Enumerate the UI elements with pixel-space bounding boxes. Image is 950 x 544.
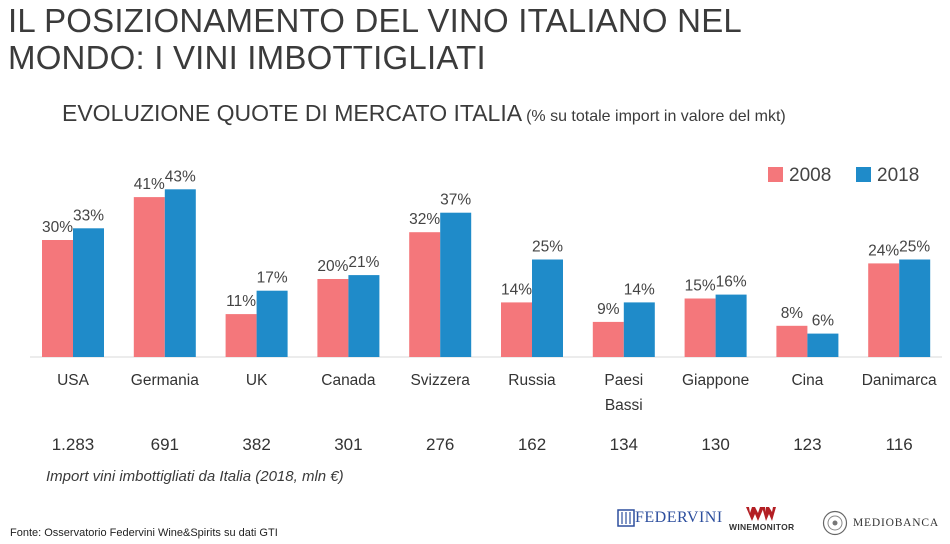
bar-label-Paesi Bassi-2008: 9%	[597, 301, 620, 318]
main-title: IL POSIZIONAMENTO DEL VINO ITALIANO NEL …	[8, 2, 742, 76]
category-label-Giappone: Giappone	[682, 372, 749, 389]
mediobanca-logo: MEDIOBANCA	[822, 510, 939, 536]
bar-Svizzera-2008	[409, 232, 441, 357]
bar-label-Giappone-2008: 15%	[685, 278, 716, 295]
federvini-logo: FEDERVINI	[617, 508, 723, 528]
bar-Svizzera-2018	[440, 212, 472, 357]
winemonitor-logo: WINEMONITOR	[729, 506, 794, 532]
category-label-Russia: Russia	[508, 372, 556, 389]
source-note: Fonte: Osservatorio Federvini Wine&Spiri…	[10, 527, 278, 539]
legend-swatch-2018	[856, 167, 871, 182]
bar-label-Russia-2008: 14%	[501, 281, 532, 298]
legend-swatch-2008	[768, 167, 783, 182]
legend-label-2018: 2018	[877, 165, 919, 186]
import-value-Germania: 691	[151, 435, 179, 454]
legend-label-2008: 2008	[789, 165, 831, 186]
bar-label-USA-2008: 30%	[42, 219, 73, 236]
category-label-Svizzera: Svizzera	[410, 372, 470, 389]
bar-label-Germania-2018: 43%	[165, 168, 196, 185]
bar-Germania-2008	[133, 197, 165, 357]
bar-label-Canada-2008: 20%	[317, 258, 348, 275]
import-value-Danimarca: 116	[886, 435, 913, 454]
bar-Germania-2018	[164, 189, 196, 357]
import-value-Paesi-Bassi: 134	[610, 435, 638, 454]
bar-Russia-2008	[501, 302, 532, 357]
bar-Cina-2008	[776, 325, 808, 357]
bar-Paesi Bassi-2018	[623, 302, 655, 357]
bar-label-Cina-2018: 6%	[812, 313, 835, 330]
bar-chart: 2008 2018 30%33% USA 1.283 41% 43% Germania 691 1…	[30, 165, 942, 454]
bar-label-Danimarca-2018: 25%	[899, 239, 930, 256]
bar-label-Canada-2018: 21%	[348, 254, 379, 271]
winemonitor-logo-text: WINEMONITOR	[729, 522, 795, 532]
bar-Canada-2008	[317, 279, 349, 357]
bar-Giappone-2018	[715, 294, 747, 357]
import-value-USA: 1.283	[52, 435, 95, 454]
bar-label-Svizzera-2018: 37%	[440, 192, 471, 209]
bar-label-Germania-2008: 41%	[134, 176, 165, 193]
category-label-UK: UK	[246, 372, 268, 389]
bar-Canada-2018	[348, 275, 380, 357]
chart-title-main: EVOLUZIONE QUOTE DI MERCATO ITALIA	[62, 100, 523, 126]
category-label-Cina: Cina	[791, 372, 823, 389]
import-note: Import vini imbottigliati da Italia (201…	[46, 468, 344, 485]
import-value-Russia: 162	[518, 435, 546, 454]
import-value-Giappone: 130	[701, 435, 729, 454]
bar-USA-2018	[73, 228, 104, 357]
bar-label-USA-2018: 33%	[73, 207, 104, 224]
bar-UK-2008	[225, 314, 257, 357]
bar-Russia-2018	[532, 259, 563, 357]
category-label-USA: USA	[57, 372, 90, 389]
bar-label-Cina-2008: 8%	[781, 305, 804, 322]
bar-Paesi Bassi-2008	[592, 321, 624, 357]
bar-label-UK-2018: 17%	[257, 270, 288, 287]
bar-label-Svizzera-2008: 32%	[409, 211, 440, 228]
bar-label-Giappone-2018: 16%	[716, 274, 747, 291]
import-value-Svizzera: 276	[426, 435, 454, 454]
federvini-logo-text: FEDERVINI	[635, 509, 723, 526]
bar-Cina-2018	[807, 333, 839, 357]
bar-USA-2008	[42, 240, 73, 357]
bar-label-Paesi Bassi-2018: 14%	[624, 281, 655, 298]
bar-Danimarca-2008	[868, 263, 900, 357]
chart-title: EVOLUZIONE QUOTE DI MERCATO ITALIA (% su …	[62, 100, 786, 127]
chart-subtitle: (% su totale import in valore del mkt)	[526, 108, 786, 125]
import-value-Canada: 301	[334, 435, 362, 454]
category-label-Canada: Canada	[321, 372, 376, 389]
import-value-UK: 382	[242, 435, 270, 454]
winemonitor-emblem-icon	[745, 507, 776, 521]
bar-label-UK-2008: 11%	[226, 293, 256, 310]
category-label-Paesi-Bassi: Bassi	[605, 397, 643, 414]
federvini-emblem-icon	[617, 509, 635, 527]
bar-UK-2018	[256, 290, 288, 357]
bar-Giappone-2008	[684, 298, 716, 357]
mediobanca-emblem-icon	[822, 510, 848, 536]
bar-label-Danimarca-2008: 24%	[868, 242, 899, 259]
bar-label-Russia-2018: 25%	[532, 239, 563, 256]
import-value-Cina: 123	[793, 435, 821, 454]
category-label-Danimarca: Danimarca	[862, 372, 937, 389]
category-label-Paesi-Bassi: Paesi	[604, 372, 643, 389]
mediobanca-logo-text: MEDIOBANCA	[853, 517, 939, 529]
bar-Danimarca-2018	[899, 259, 931, 357]
category-label-Germania: Germania	[131, 372, 199, 389]
